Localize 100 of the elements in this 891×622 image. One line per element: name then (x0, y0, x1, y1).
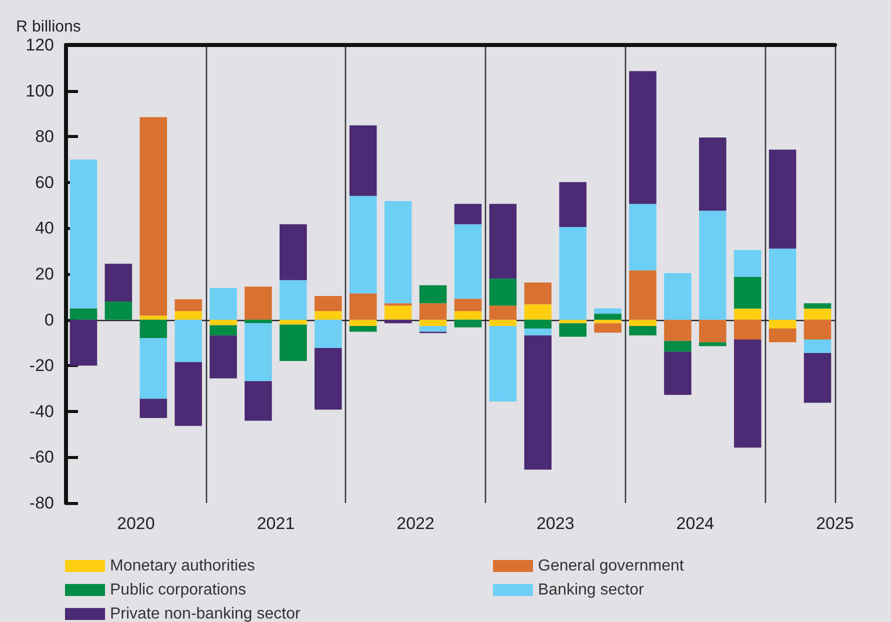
bar (140, 320, 168, 338)
bar (629, 71, 656, 204)
bar (664, 352, 692, 395)
bar (104, 301, 132, 320)
y-tick-label: 120 (26, 36, 54, 54)
bar (559, 227, 586, 320)
bar (768, 248, 796, 320)
bar (524, 304, 552, 320)
bar (734, 250, 762, 277)
bar (524, 328, 552, 336)
bar (454, 224, 482, 299)
bar (349, 320, 377, 326)
bar (349, 125, 377, 196)
bar (489, 204, 517, 279)
bar (524, 335, 552, 470)
x-tick-label: 2022 (396, 514, 434, 533)
bar (524, 282, 552, 304)
bar (419, 303, 447, 320)
bar (140, 398, 168, 418)
bar (384, 201, 412, 304)
bar (559, 182, 586, 228)
bar (280, 320, 307, 325)
y-tick-label: -20 (29, 356, 54, 376)
bar (489, 278, 517, 306)
y-tick-label: 60 (35, 172, 54, 192)
bar (70, 308, 98, 320)
bar (489, 326, 517, 402)
bar (629, 204, 656, 270)
bar (768, 328, 796, 342)
bar (210, 325, 237, 336)
bar (524, 320, 552, 328)
bar (804, 339, 832, 354)
y-tick-label: 20 (35, 264, 54, 284)
bar (419, 326, 447, 332)
bar (140, 316, 168, 320)
bar (699, 138, 726, 211)
bar (244, 286, 272, 320)
bar (174, 299, 202, 312)
bar (594, 314, 622, 320)
bar (804, 320, 832, 340)
bar (629, 270, 656, 320)
bar (280, 280, 307, 320)
bar (594, 323, 622, 333)
bar (314, 320, 342, 348)
legend-label: Private non-banking sector (110, 606, 301, 622)
y-tick-label: 100 (26, 81, 54, 100)
y-tick-label: -60 (29, 448, 54, 467)
bar (664, 320, 692, 341)
bar (454, 204, 482, 224)
legend-label: Monetary authorities (110, 558, 255, 574)
y-tick-label: 0 (44, 310, 54, 330)
bar (314, 311, 342, 320)
bar (244, 323, 272, 382)
bar (140, 117, 168, 316)
bar (594, 308, 622, 314)
bar (454, 320, 482, 328)
bar (70, 320, 98, 366)
bar (384, 306, 412, 320)
bar (104, 264, 132, 302)
bar (768, 320, 796, 328)
bar (349, 196, 377, 294)
bar (804, 308, 832, 320)
bar (804, 303, 832, 309)
bar (734, 276, 762, 309)
bar (734, 339, 762, 448)
bar (140, 338, 168, 399)
bar (489, 306, 517, 320)
bar (559, 323, 586, 337)
legend-label: Banking sector (538, 582, 645, 598)
bar (699, 320, 726, 342)
bar (768, 150, 796, 249)
bar (629, 320, 656, 326)
bar (280, 324, 307, 362)
y-tick-label: -80 (29, 494, 54, 512)
bar (244, 381, 272, 421)
bar (629, 326, 656, 336)
bar (210, 320, 237, 326)
bar (349, 293, 377, 320)
y-tick-label: 80 (35, 127, 54, 146)
bar (699, 342, 726, 346)
x-tick-label: 2021 (256, 514, 295, 533)
legend-label: General government (538, 558, 684, 574)
bar (419, 320, 447, 326)
bar (454, 311, 482, 320)
x-tick-label: 2025 (816, 514, 854, 533)
bar (174, 311, 202, 320)
y-tick-label: -40 (29, 402, 54, 421)
bar (314, 296, 342, 312)
bar (454, 298, 482, 312)
bar (70, 160, 98, 308)
bar (174, 320, 202, 362)
bar (664, 273, 692, 320)
bar (734, 320, 762, 340)
x-tick-label: 2024 (676, 514, 714, 533)
bar (280, 224, 307, 280)
x-tick-label: 2023 (536, 514, 574, 533)
bar (314, 348, 342, 410)
y-axis-title: R billions (16, 18, 81, 36)
bar (174, 362, 202, 426)
x-tick-label: 2020 (116, 514, 155, 533)
